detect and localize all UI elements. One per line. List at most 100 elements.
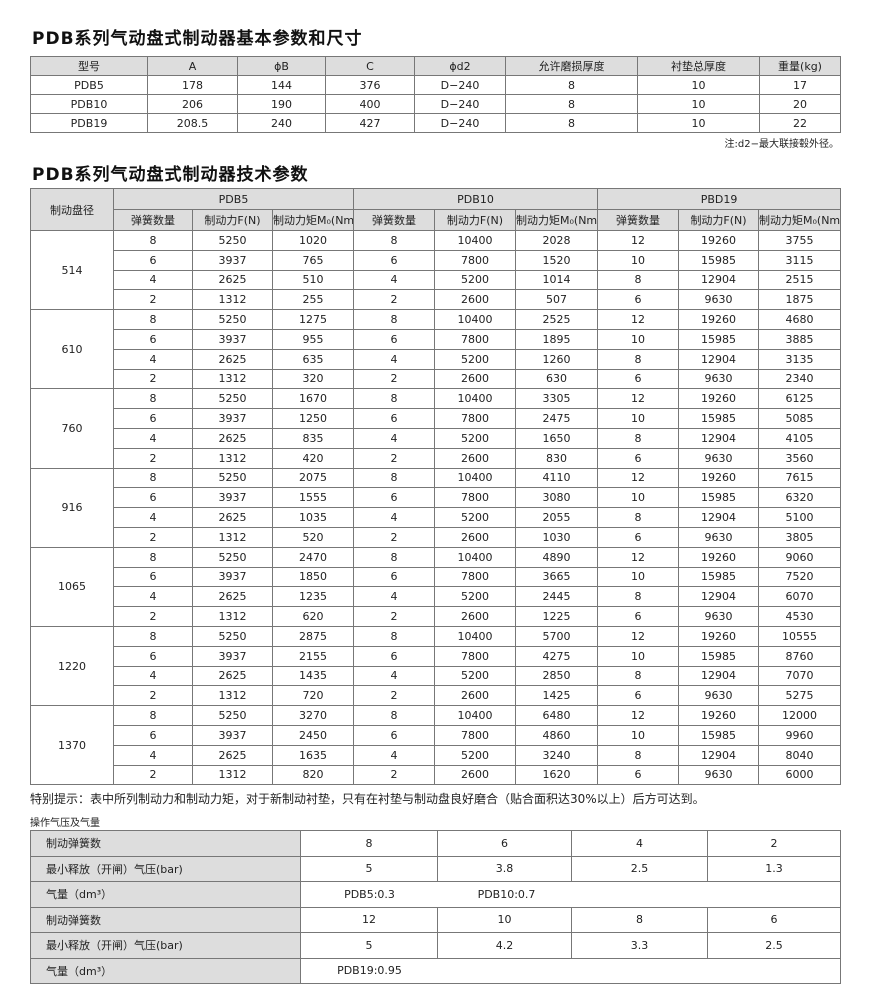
table-cell: 6 (113, 249, 193, 271)
table-cell: 19260 (678, 705, 760, 726)
table-cell: 1275 (272, 309, 354, 330)
table-cell: 8 (300, 830, 438, 857)
table-cell: 12 (597, 546, 680, 568)
table-cell: 2525 (514, 309, 599, 330)
table-cell: 3135 (758, 348, 842, 370)
table-cell: 5250 (192, 546, 273, 568)
table-row: PDB5 178 144 376 D−240 8 10 17 (30, 75, 841, 95)
table-row: 4 2625 1635 4 5200 3240 8 12904 8040 (31, 744, 842, 766)
table-row: 4 2625 1235 4 5200 2445 8 12904 6070 (31, 586, 842, 608)
table-cell: 4 (353, 427, 435, 449)
table-cell: 4.2 (437, 932, 572, 959)
table-cell: 1250 (272, 408, 354, 429)
table-cell: 2 (353, 685, 435, 707)
table-cell: PDB10 (30, 94, 148, 114)
table-cell: 5100 (758, 507, 842, 528)
table-cell: 9630 (678, 368, 760, 390)
table-cell: 8 (113, 705, 193, 726)
table-cell: 7520 (758, 566, 842, 588)
table-row: 1065 8 5250 2470 8 10400 4890 12 19260 9060 (30, 546, 842, 627)
sub-header: 制动力矩M₀(Nm) (272, 209, 354, 231)
table-cell: 12 (597, 705, 680, 726)
table-cell: 8 (113, 467, 193, 489)
table-cell: 8 (113, 546, 193, 568)
table-cell: 3115 (758, 249, 842, 271)
table-cell: 4 (353, 269, 435, 291)
table-cell: 4275 (514, 645, 599, 667)
table-cell: 12904 (678, 586, 760, 608)
table-cell: 19260 (678, 625, 760, 647)
table-cell: 520 (272, 526, 354, 548)
table-cell: 2028 (514, 230, 599, 251)
table-cell: 2475 (514, 408, 599, 429)
column-header: 型号 (30, 56, 148, 76)
table-cell: 2450 (272, 724, 354, 746)
table-row: PDB19 208.5 240 427 D−240 8 10 22 (30, 113, 841, 133)
table-cell: 8 (113, 230, 193, 251)
table-cell: 2515 (758, 269, 842, 291)
table-cell: 8 (113, 309, 193, 330)
section-title: PDB系列气动盘式制动器技术参数 (32, 165, 309, 185)
disc-diameter-cell: 1065 (30, 546, 114, 627)
table-cell: 2 (113, 526, 193, 548)
table-cell: 10 (597, 645, 680, 667)
table-cell: 5250 (192, 309, 273, 330)
table-cell: 4 (113, 269, 193, 291)
table-cell: 7800 (434, 724, 516, 746)
table-cell: 15985 (678, 724, 760, 746)
table-cell: 2075 (272, 467, 354, 489)
table-cell: 6 (597, 764, 680, 786)
table-cell: 3937 (192, 566, 273, 588)
disc-diameter-cell: 610 (30, 309, 114, 390)
table-row: 2 1312 520 2 2600 1030 6 9630 3805 (31, 526, 842, 548)
table-cell: 6320 (758, 487, 842, 509)
table-cell: 2 (353, 447, 435, 469)
table-cell: 5085 (758, 408, 842, 429)
table-row: 2 1312 620 2 2600 1225 6 9630 4530 (31, 606, 842, 627)
table-row: 4 2625 1035 4 5200 2055 8 12904 5100 (31, 507, 842, 528)
table-cell: 6 (353, 566, 435, 588)
table-cell: 1312 (192, 685, 273, 707)
table-cell: 8 (505, 75, 638, 95)
table-cell: 8 (113, 625, 193, 647)
table-cell: 3665 (514, 566, 599, 588)
table-cell: 9630 (678, 526, 760, 548)
table-cell: 5250 (192, 388, 273, 410)
table-cell: 2340 (758, 368, 842, 390)
table-cell: 6 (353, 408, 435, 429)
table-cell: 5200 (434, 744, 516, 766)
table-cell: 3560 (758, 447, 842, 469)
table-row: 2 1312 320 2 2600 630 6 9630 2340 (31, 368, 842, 390)
table-cell: 206 (147, 94, 238, 114)
table-cell: 376 (325, 75, 415, 95)
table-cell: D−240 (414, 113, 506, 133)
table-row: 760 8 5250 1670 8 10400 3305 12 19260 6125 (30, 388, 842, 469)
table-cell: 2 (353, 764, 435, 786)
table-cell: 2875 (272, 625, 354, 647)
table-cell: 1020 (272, 230, 354, 251)
table-cell: 4890 (514, 546, 599, 568)
table-cell: 3937 (192, 249, 273, 271)
row-label: 气量（dm³） (30, 881, 301, 908)
footnote: 注:d2−最大联接毂外径。 (724, 139, 839, 150)
table-cell: 2470 (272, 546, 354, 568)
table-cell: 2625 (192, 744, 273, 766)
table-cell: 15985 (678, 249, 760, 271)
table-cell: 9630 (678, 606, 760, 627)
table-row: 4 2625 1435 4 5200 2850 8 12904 7070 (31, 665, 842, 687)
table-cell: 2445 (514, 586, 599, 608)
table-row: 制动弹簧数 12 10 8 6 (30, 906, 841, 933)
table-cell: 9630 (678, 685, 760, 707)
table-cell: 6 (353, 645, 435, 667)
table-cell: 9060 (758, 546, 842, 568)
table-cell: 2600 (434, 447, 516, 469)
table-row: 制动弹簧数 8 6 4 2 (30, 830, 841, 857)
table-cell: 5 (300, 932, 438, 959)
table-cell: 4 (113, 427, 193, 449)
table-cell: 6 (113, 724, 193, 746)
table-cell: 12000 (758, 705, 842, 726)
table-cell: 6 (353, 724, 435, 746)
table-cell: 5200 (434, 586, 516, 608)
column-header: ϕd2 (414, 56, 506, 76)
table-cell: 4105 (758, 427, 842, 449)
